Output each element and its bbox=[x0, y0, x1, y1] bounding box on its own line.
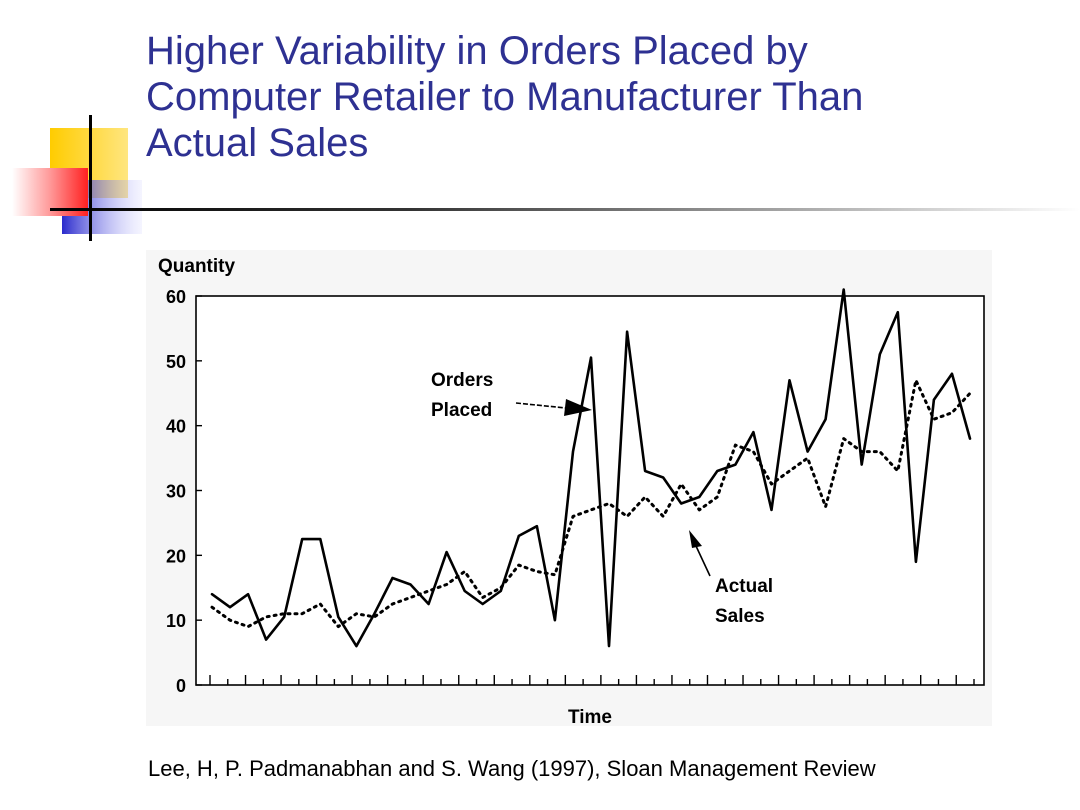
annotation-sales-label-line-2: Sales bbox=[715, 606, 765, 627]
y-axis-label: Quantity bbox=[158, 256, 235, 277]
y-tick-label: 30 bbox=[166, 482, 186, 502]
slide-title-line-2: Computer Retailer to Manufacturer Than bbox=[146, 75, 864, 119]
y-tick-label: 10 bbox=[166, 611, 186, 631]
title-underline bbox=[50, 208, 1080, 211]
decorative-corner-graphic bbox=[12, 115, 1080, 241]
series-line-actual-sales bbox=[210, 378, 972, 629]
y-tick-label: 20 bbox=[166, 546, 186, 566]
slide-title: Higher Variability in Orders Placed by C… bbox=[146, 28, 1046, 166]
series-line-orders-placed bbox=[210, 288, 972, 648]
annotation-sales-label-line-1: Actual bbox=[715, 576, 773, 597]
y-tick-label: 60 bbox=[166, 287, 186, 307]
vertical-accent-line bbox=[89, 115, 92, 241]
y-tick-label: 40 bbox=[166, 417, 186, 437]
annotation-orders-label-line-1: Orders bbox=[431, 370, 493, 391]
citation: Lee, H, P. Padmanabhan and S. Wang (1997… bbox=[148, 756, 876, 781]
annotation-orders-arrow-shaft bbox=[515, 402, 567, 409]
annotation-orders-label-line-2: Placed bbox=[431, 400, 492, 421]
annotation-sales-arrow-head bbox=[689, 530, 702, 548]
plot-frame bbox=[195, 295, 985, 686]
y-tick-label: 0 bbox=[176, 676, 186, 696]
annotation-sales-arrow-shaft bbox=[695, 545, 711, 577]
y-tick-label: 50 bbox=[166, 352, 186, 372]
annotation-orders-arrow-head bbox=[564, 399, 592, 416]
x-axis-label: Time bbox=[568, 707, 612, 726]
slide-title-line-1: Higher Variability in Orders Placed by bbox=[146, 29, 808, 73]
chart-area: 0 10 20 30 40 50 60 Quantity Time Orders Placed Act… bbox=[146, 250, 992, 726]
slide-title-line-3: Actual Sales bbox=[146, 121, 369, 165]
line-chart: 0 10 20 30 40 50 60 Quantity Time Orders Placed Act… bbox=[158, 256, 985, 726]
